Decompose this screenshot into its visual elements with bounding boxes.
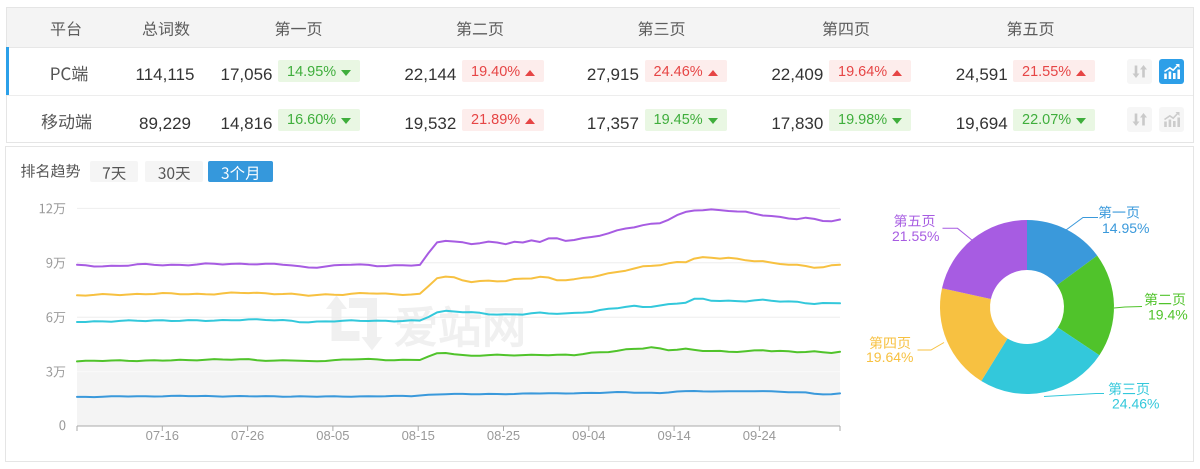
svg-text:21.55%: 21.55% [892, 228, 939, 244]
svg-text:19.4%: 19.4% [1148, 307, 1188, 323]
svg-text:07-26: 07-26 [231, 428, 264, 443]
svg-text:08-05: 08-05 [316, 428, 349, 443]
svg-text:14.95%: 14.95% [1102, 220, 1149, 236]
svg-text:09-24: 09-24 [743, 428, 776, 443]
svg-text:19.64%: 19.64% [866, 349, 913, 365]
svg-text:08-15: 08-15 [402, 428, 435, 443]
svg-text:08-25: 08-25 [487, 428, 520, 443]
svg-text:07-16: 07-16 [146, 428, 179, 443]
svg-text:24.46%: 24.46% [1112, 396, 1159, 412]
svg-text:09-14: 09-14 [657, 428, 690, 443]
svg-text:09-04: 09-04 [572, 428, 605, 443]
